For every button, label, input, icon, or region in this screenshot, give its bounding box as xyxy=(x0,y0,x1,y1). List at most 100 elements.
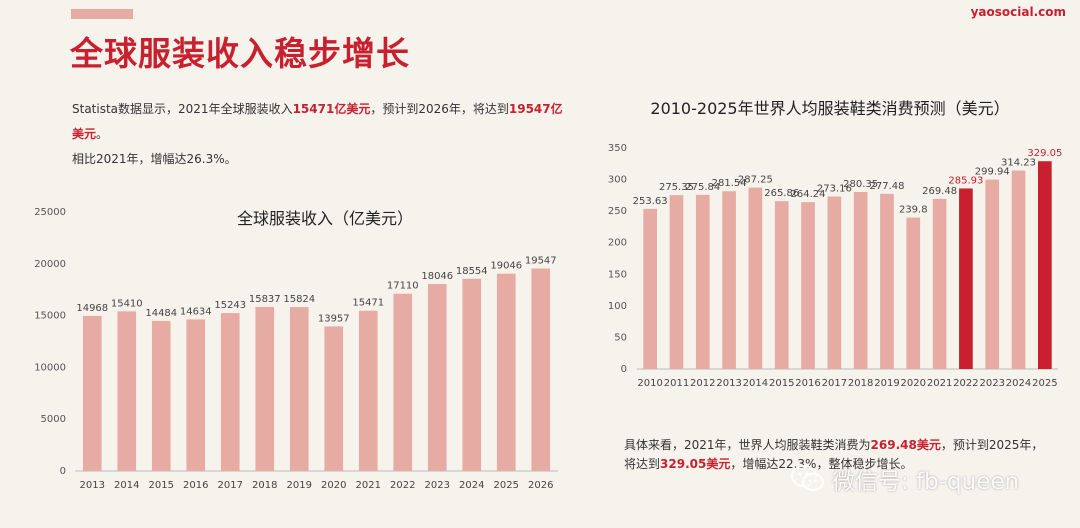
data-label: 15471 xyxy=(352,298,384,309)
y-tick-label: 20000 xyxy=(34,259,66,270)
y-tick-label: 15000 xyxy=(34,311,66,322)
intro-highlight-2026: 19547亿美元 xyxy=(72,102,563,141)
data-label: 15824 xyxy=(283,294,315,305)
bar xyxy=(289,307,309,471)
data-label: 265.86 xyxy=(764,188,799,199)
y-tick-label: 50 xyxy=(614,332,627,343)
intro-text-a: Statista数据显示，2021年全球服装收入 xyxy=(72,102,293,116)
x-tick-label: 2016 xyxy=(795,378,820,389)
bar xyxy=(186,319,206,471)
bar xyxy=(959,188,973,369)
bar xyxy=(985,179,1000,369)
x-tick-label: 2021 xyxy=(927,378,952,389)
y-tick-label: 10000 xyxy=(34,362,66,373)
bar xyxy=(853,191,868,369)
data-label: 264.24 xyxy=(791,189,826,200)
data-label: 299.94 xyxy=(975,167,1010,178)
intro-highlight-2021: 15471亿美元 xyxy=(292,102,371,116)
intro-text-c: 。 xyxy=(96,127,109,141)
bar xyxy=(880,193,894,369)
bar xyxy=(1038,161,1052,369)
data-label: 19046 xyxy=(490,261,522,272)
bar xyxy=(827,196,842,369)
chart2-title: 2010-2025年世界人均服装鞋类消费预测（美元） xyxy=(650,99,1010,118)
bar xyxy=(255,306,275,471)
x-tick-label: 2010 xyxy=(637,378,662,389)
bar xyxy=(722,191,736,369)
bar xyxy=(220,313,240,471)
data-label: 285.93 xyxy=(948,175,983,186)
data-label: 329.05 xyxy=(1027,148,1062,159)
x-tick-label: 2018 xyxy=(848,378,873,389)
watermark-text: 微信号: fb-queen xyxy=(832,469,1020,495)
accent-bar xyxy=(71,9,133,19)
bar xyxy=(1011,170,1026,369)
y-tick-label: 200 xyxy=(608,238,627,249)
data-label: 287.25 xyxy=(738,175,773,186)
data-label: 17110 xyxy=(387,281,419,292)
bar xyxy=(906,217,921,369)
bar xyxy=(669,195,684,369)
x-tick-label: 2026 xyxy=(528,480,553,491)
site-url[interactable]: yaosocial.com xyxy=(970,5,1066,19)
x-tick-label: 2021 xyxy=(356,480,381,491)
x-tick-label: 2023 xyxy=(425,480,450,491)
bar xyxy=(774,201,789,369)
x-tick-label: 2023 xyxy=(979,378,1004,389)
bottom-summary: 具体来看，2021年，世界人均服装鞋类消费为269.48美元，预计到2025年，… xyxy=(624,436,1044,474)
bar xyxy=(427,284,447,471)
x-tick-label: 2017 xyxy=(822,378,847,389)
x-tick-label: 2015 xyxy=(149,480,174,491)
data-label: 269.48 xyxy=(922,186,957,197)
x-tick-label: 2022 xyxy=(953,378,978,389)
bar xyxy=(151,320,171,471)
intro-growth: 相比2021年，增幅达26.3%。 xyxy=(72,152,237,166)
x-tick-label: 2016 xyxy=(183,480,208,491)
y-tick-label: 100 xyxy=(608,301,627,312)
bar xyxy=(496,273,516,471)
x-tick-label: 2015 xyxy=(769,378,794,389)
x-tick-label: 2022 xyxy=(390,480,415,491)
x-tick-label: 2025 xyxy=(494,480,519,491)
data-label: 14968 xyxy=(76,303,108,314)
x-tick-label: 2020 xyxy=(901,378,926,389)
data-label: 277.48 xyxy=(869,181,904,192)
x-tick-label: 2017 xyxy=(218,480,243,491)
bottom-text-c: ，增幅达22.3%，整体稳步增长。 xyxy=(730,457,913,471)
bar xyxy=(531,268,551,471)
x-tick-label: 2018 xyxy=(252,480,277,491)
data-label: 280.35 xyxy=(843,179,878,190)
data-label: 15410 xyxy=(111,298,143,309)
bottom-text-b: ，预计到2025年，将达到 xyxy=(624,438,1044,471)
watermark: 微信号: fb-queen xyxy=(790,462,1019,496)
data-label: 18046 xyxy=(421,271,453,282)
y-tick-label: 350 xyxy=(608,143,627,154)
data-label: 19547 xyxy=(525,255,557,266)
x-tick-label: 2024 xyxy=(1006,378,1031,389)
bar xyxy=(462,278,482,471)
x-tick-label: 2013 xyxy=(716,378,741,389)
x-tick-label: 2014 xyxy=(743,378,768,389)
intro-text-b: ，预计到2026年，将达到 xyxy=(370,102,509,116)
bar xyxy=(82,315,102,471)
data-label: 253.63 xyxy=(633,196,668,207)
bar xyxy=(358,310,378,471)
data-label: 275.35 xyxy=(659,182,694,193)
bar xyxy=(748,187,763,369)
data-label: 15837 xyxy=(249,294,281,305)
data-label: 281.54 xyxy=(712,178,747,189)
data-label: 14634 xyxy=(180,306,212,317)
y-tick-label: 25000 xyxy=(34,207,66,218)
bar xyxy=(324,326,344,471)
intro-text: Statista数据显示，2021年全球服装收入15471亿美元，预计到2026… xyxy=(72,97,572,172)
x-tick-label: 2013 xyxy=(80,480,105,491)
x-tick-label: 2020 xyxy=(321,480,346,491)
data-label: 15243 xyxy=(214,300,246,311)
data-label: 314.23 xyxy=(1001,158,1036,169)
x-tick-label: 2019 xyxy=(874,378,899,389)
data-label: 14484 xyxy=(145,308,177,319)
bar xyxy=(932,198,947,369)
data-label: 18554 xyxy=(456,266,488,277)
x-tick-label: 2019 xyxy=(287,480,312,491)
bottom-highlight-2025: 329.05美元 xyxy=(660,457,731,471)
